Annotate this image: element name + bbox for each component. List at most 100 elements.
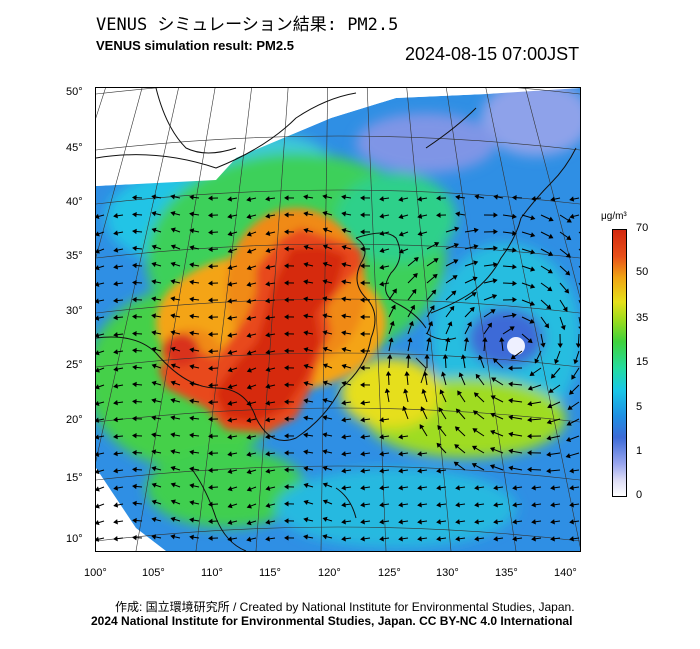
wind-arrow-head [265, 281, 271, 287]
wind-arrow-head [132, 517, 137, 524]
wind-arrow-head [189, 313, 194, 320]
wind-arrow-head [303, 194, 309, 200]
wind-arrow-head [550, 502, 555, 508]
wind-arrow-head [453, 461, 459, 467]
wind-arrow-head [303, 244, 309, 250]
wind-arrow-head [557, 343, 563, 348]
wind-arrow-head [565, 270, 571, 276]
wind-arrow-head [322, 534, 328, 540]
wind-arrow-head [417, 451, 422, 457]
wind-arrow-head [534, 358, 540, 364]
parallel-line [96, 135, 580, 151]
wind-arrow-head [540, 342, 546, 348]
wind-arrow-head [246, 213, 252, 220]
lat-tick-label: 50° [66, 86, 83, 98]
wind-arrow-head [284, 280, 289, 286]
wind-arrow-head [227, 468, 233, 474]
wind-arrow-head [284, 382, 289, 388]
wind-arrow-head [189, 211, 195, 217]
wind-arrow-head [508, 381, 513, 387]
wind-arrow-head [284, 297, 289, 303]
wind-arrow-head [410, 304, 415, 310]
wind-arrow-head [548, 388, 554, 393]
wind-arrow-head [96, 298, 100, 304]
wind-arrow-head [493, 229, 498, 235]
wind-arrow-head [492, 278, 498, 284]
wind-arrow-head [246, 451, 252, 457]
wind-arrow-head [208, 331, 213, 337]
wind-arrow-head [284, 331, 289, 337]
wind-arrow-head [265, 349, 271, 355]
wind-arrow-head [341, 194, 347, 200]
wind-arrow-head [546, 304, 552, 310]
wind-arrow-head [246, 503, 252, 509]
colorbar-tick-label: 0 [636, 489, 643, 501]
wind-arrow-head [322, 432, 328, 438]
wind-arrow-head [529, 318, 535, 324]
wind-arrow-head [227, 213, 233, 219]
colorbar-tick-label: 15 [636, 356, 649, 368]
wind-arrow-head [284, 212, 289, 218]
wind-arrow-head [96, 281, 100, 287]
wind-arrow-head [265, 332, 271, 338]
wind-arrow-head [569, 389, 575, 395]
wind-arrow-head [227, 298, 233, 304]
wind-arrow-head [265, 502, 271, 508]
wind-arrow-head [419, 424, 425, 430]
wind-arrow-head [436, 536, 441, 542]
wind-arrow-head [411, 288, 417, 295]
wind-arrow-head [493, 536, 498, 542]
wind-arrow-head [436, 195, 441, 201]
wind-arrow-head [341, 502, 346, 508]
wind-arrow-head [189, 364, 195, 370]
wind-arrow-head [487, 322, 492, 328]
wind-arrow-head [189, 432, 194, 439]
wind-arrow-head [473, 244, 479, 250]
wind-arrow-head [265, 434, 270, 440]
wind-arrow-head [265, 519, 271, 525]
wind-arrow-head [151, 432, 157, 438]
wind-arrow-head [455, 194, 460, 200]
wind-arrow-head [227, 486, 233, 492]
wind-arrow-head [341, 468, 346, 474]
wind-arrow-head [151, 398, 157, 404]
wind-arrow-head [227, 503, 233, 509]
wind-arrow-head [189, 500, 195, 506]
wind-arrow-head [208, 433, 213, 439]
wind-arrow-head [113, 519, 118, 525]
wind-arrow-head [385, 371, 392, 376]
wind-arrow-head [434, 242, 440, 247]
wind-arrow-head [379, 247, 385, 254]
wind-arrow-head [113, 297, 118, 304]
wind-arrow-head [472, 428, 478, 434]
wind-arrow-head [493, 519, 498, 525]
wind-arrow-head [151, 346, 157, 352]
wind-arrow-head [132, 500, 137, 507]
lat-tick-label: 45° [66, 142, 83, 154]
wind-arrow-head [379, 536, 384, 542]
wind-arrow-head [303, 380, 309, 387]
wind-arrow-head [566, 420, 572, 426]
wind-arrow-head [322, 346, 328, 352]
wind-arrow-head [547, 268, 553, 274]
colorbar [612, 229, 627, 497]
parallel-line [96, 298, 580, 314]
wind-arrow-head [546, 419, 552, 425]
wind-arrow-head [417, 196, 423, 202]
wind-arrow-head [436, 442, 442, 448]
wind-arrow-head [113, 535, 118, 542]
wind-arrow-head [96, 417, 100, 423]
wind-arrow-head [417, 213, 423, 219]
wind-arrow-head [379, 502, 384, 508]
wind-arrow-head [511, 213, 517, 219]
wind-arrow-head [303, 415, 309, 421]
wind-arrow-head [455, 536, 460, 542]
wind-arrow-head [471, 292, 477, 297]
wind-arrow-head [379, 264, 385, 270]
wind-arrow-head [546, 451, 552, 457]
wind-arrow-head [569, 468, 574, 474]
wind-arrow-head [432, 273, 438, 279]
wind-arrow-head [567, 405, 573, 410]
wind-arrow-head [284, 195, 289, 201]
wind-arrow-head [398, 434, 403, 440]
